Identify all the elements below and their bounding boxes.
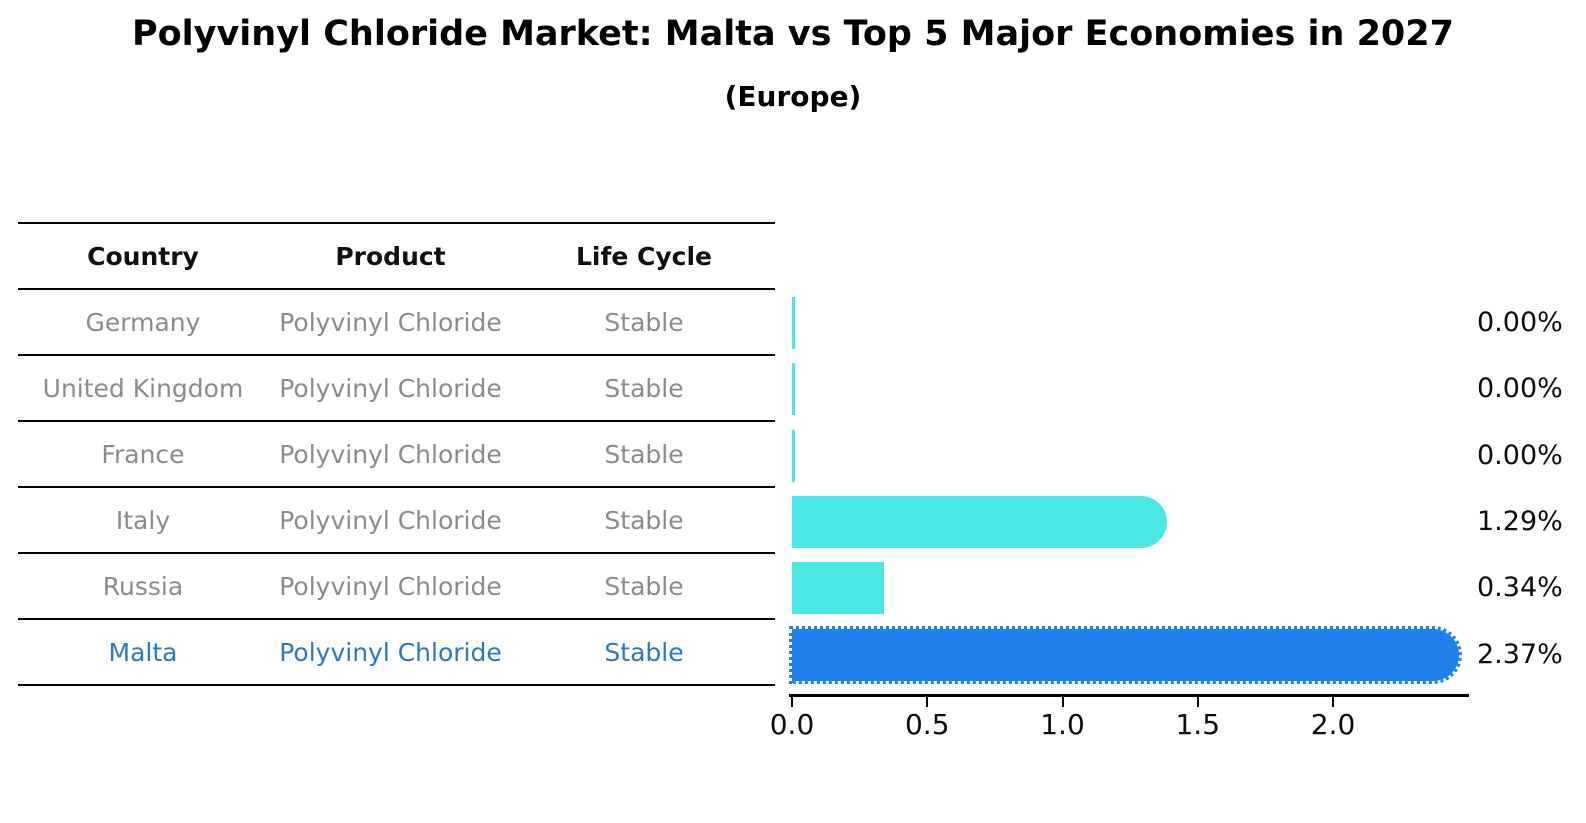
- table-row: Germany Polyvinyl Chloride Stable: [18, 290, 775, 356]
- bar-value-label: 2.37%: [1477, 638, 1563, 670]
- table-row: France Polyvinyl Chloride Stable: [18, 422, 775, 488]
- x-axis-tick-label: 0.0: [769, 708, 815, 741]
- bar-value-label: 0.34%: [1477, 572, 1563, 604]
- bar-value-label: 0.00%: [1477, 307, 1563, 338]
- table-row: Russia Polyvinyl Chloride Stable: [18, 554, 775, 620]
- column-header-lifecycle: Life Cycle: [575, 241, 713, 271]
- product-cell: Polyvinyl Chloride: [279, 505, 502, 535]
- column-header-product: Product: [335, 241, 446, 271]
- x-axis-tick: [1332, 696, 1334, 707]
- country-cell: United Kingdom: [42, 373, 244, 403]
- x-axis-tick-label: 1.5: [1175, 708, 1221, 741]
- product-cell: Polyvinyl Chloride: [279, 637, 502, 667]
- lifecycle-cell: Stable: [604, 571, 684, 601]
- lifecycle-cell: Stable: [604, 307, 684, 337]
- country-cell: Germany: [85, 307, 201, 337]
- x-axis-tick: [1061, 696, 1064, 707]
- column-header-country: Country: [87, 241, 199, 271]
- chart-subtitle: (Europe): [724, 80, 862, 113]
- bar-italy: [792, 495, 1167, 548]
- lifecycle-cell: Stable: [604, 637, 684, 667]
- lifecycle-cell: Stable: [604, 439, 684, 469]
- country-cell: France: [101, 439, 185, 469]
- bar-value-label: 0.00%: [1477, 373, 1563, 405]
- x-axis-tick-label: 0.5: [904, 708, 950, 741]
- country-cell: Italy: [115, 505, 171, 535]
- bar-value-label: 0.00%: [1477, 439, 1563, 471]
- bar-france: [792, 429, 795, 482]
- table-body: Germany Polyvinyl Chloride Stable United Ki…: [18, 290, 775, 686]
- x-axis-tick: [791, 696, 793, 707]
- product-cell: Polyvinyl Chloride: [279, 439, 502, 469]
- product-cell: Polyvinyl Chloride: [279, 571, 502, 601]
- x-axis-line: [789, 694, 1469, 697]
- table-row: Malta Polyvinyl Chloride Stable: [18, 620, 775, 686]
- country-cell: Malta: [108, 637, 178, 667]
- table-row: Italy Polyvinyl Chloride Stable: [18, 488, 775, 554]
- table-header-row: Country Product Life Cycle: [18, 222, 775, 290]
- table-row: United Kingdom Polyvinyl Chloride Stable: [18, 356, 775, 422]
- lifecycle-cell: Stable: [604, 373, 684, 403]
- x-axis-tick: [1196, 696, 1199, 707]
- country-cell: Russia: [102, 571, 184, 601]
- chart-title: Polyvinyl Chloride Market: Malta vs Top …: [131, 14, 1454, 54]
- bar-value-label: 1.29%: [1477, 505, 1563, 537]
- bar-malta: [788, 625, 1463, 684]
- x-axis-tick: [926, 696, 929, 707]
- country-table: Country Product Life Cycle Germany Polyvi…: [18, 222, 775, 686]
- product-cell: Polyvinyl Chloride: [279, 373, 502, 403]
- x-axis-tick-label: 1.0: [1040, 708, 1085, 741]
- x-axis-tick-label: 2.0: [1310, 708, 1356, 741]
- bar-germany: [792, 297, 795, 349]
- bar-russia: [792, 562, 884, 615]
- product-cell: Polyvinyl Chloride: [279, 307, 502, 337]
- bar-united-kingdom: [792, 363, 795, 416]
- lifecycle-cell: Stable: [604, 505, 684, 535]
